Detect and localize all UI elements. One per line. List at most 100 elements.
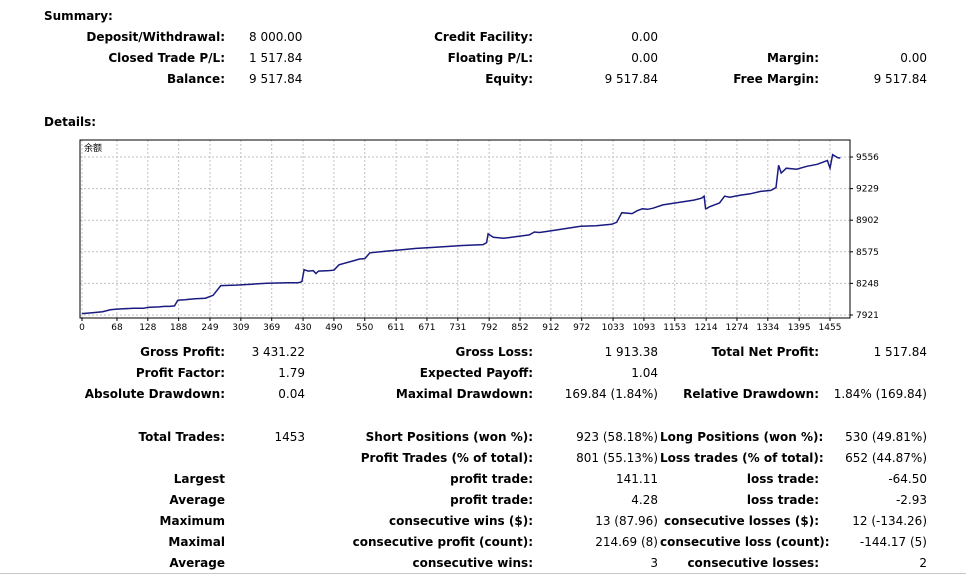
chart-title: 余额: [84, 142, 102, 154]
plot-frame: [79, 139, 851, 319]
average-profit-trade-value: 4.28: [631, 493, 658, 507]
gross-loss-label: Gross Loss:: [455, 345, 533, 359]
absolute-drawdown-value: 0.04: [278, 387, 305, 401]
gross-loss-value: 1 913.38: [604, 345, 658, 359]
x-tick-label: 128: [139, 323, 156, 333]
maximal-drawdown-value: 169.84 (1.84%): [564, 387, 658, 401]
max-consecutive-wins-label: consecutive wins ($):: [388, 514, 533, 528]
long-positions-label: Long Positions (won %):: [660, 430, 824, 444]
largest-loss-trade-value: -64.50: [888, 472, 927, 486]
x-tick-label: 1153: [663, 323, 686, 333]
chart-grid: [80, 140, 850, 318]
x-tick-label: 369: [263, 323, 280, 333]
x-tick-label: 249: [201, 323, 218, 333]
maximal-consecutive-profit-label: consecutive profit (count):: [352, 535, 533, 549]
expected-payoff-value: 1.04: [631, 366, 658, 380]
max-consecutive-wins-value: 13 (87.96): [595, 514, 658, 528]
x-tick-label: 1334: [756, 323, 779, 333]
maximal-consecutive-profit-value: 214.69 (8): [595, 535, 658, 549]
x-tick-label: 188: [170, 323, 187, 333]
y-tick-label: 8902: [856, 216, 879, 226]
balance-label: Balance:: [166, 72, 225, 86]
gross-profit-label: Gross Profit:: [140, 345, 225, 359]
floating-value: 0.00: [631, 51, 658, 65]
maximal-consecutive-loss-label: consecutive loss (count):: [660, 535, 830, 549]
y-tick-label: 7921: [856, 311, 879, 321]
largest-label: Largest: [173, 472, 225, 486]
x-tick-label: 1093: [632, 323, 655, 333]
free-margin-value: 9 517.84: [873, 72, 927, 86]
balance-value: 9 517.84: [249, 72, 303, 86]
max-consecutive-losses-value: 12 (-134.26): [852, 514, 927, 528]
average-loss-trade-label: loss trade:: [746, 493, 819, 507]
details-title: Details:: [44, 115, 97, 129]
x-tick-label: 912: [542, 323, 559, 333]
relative-drawdown-label: Relative Drawdown:: [683, 387, 819, 401]
average-consecutive-losses-value: 2: [919, 556, 927, 570]
floating-label: Floating P/L:: [447, 51, 533, 65]
equity-value: 9 517.84: [604, 72, 658, 86]
closed-trade-value: 1 517.84: [249, 51, 303, 65]
bottom-divider: [0, 573, 966, 574]
average-consecutive-losses-label: consecutive losses:: [687, 556, 819, 570]
y-tick-label: 8575: [856, 248, 879, 258]
profit-factor-label: Profit Factor:: [135, 366, 225, 380]
deposit-value: 8 000.00: [249, 30, 303, 44]
x-tick-label: 550: [356, 323, 373, 333]
closed-trade-label: Closed Trade P/L:: [108, 51, 225, 65]
x-tick-label: 611: [388, 323, 405, 333]
absolute-drawdown-label: Absolute Drawdown:: [84, 387, 225, 401]
profit-factor-value: 1.79: [278, 366, 305, 380]
average-loss-trade-value: -2.93: [895, 493, 927, 507]
x-tick-label: 1274: [726, 323, 749, 333]
x-tick-label: 972: [573, 323, 590, 333]
average-consecutive-wins-value: 3: [650, 556, 658, 570]
credit-label: Credit Facility:: [434, 30, 533, 44]
average-consecutive-wins-label: consecutive wins:: [412, 556, 533, 570]
deposit-label: Deposit/Withdrawal:: [86, 30, 225, 44]
maximum-label: Maximum: [159, 514, 225, 528]
maximal-label: Maximal: [168, 535, 225, 549]
profit-trades-label: Profit Trades (% of total):: [360, 451, 533, 465]
x-tick-label: 430: [294, 323, 311, 333]
y-tick-label: 9229: [856, 185, 879, 195]
x-tick-label: 68: [111, 323, 123, 333]
x-tick-label: 1395: [788, 323, 811, 333]
free-margin-label: Free Margin:: [733, 72, 819, 86]
gross-profit-value: 3 431.22: [251, 345, 305, 359]
y-tick-label: 9556: [856, 153, 879, 163]
profit-trades-value: 801 (55.13%): [576, 451, 658, 465]
short-positions-value: 923 (58.18%): [576, 430, 658, 444]
loss-trades-label: Loss trades (% of total):: [660, 451, 824, 465]
maximal-drawdown-label: Maximal Drawdown:: [395, 387, 533, 401]
x-tick-label: 671: [418, 323, 435, 333]
relative-drawdown-value: 1.84% (169.84): [833, 387, 927, 401]
x-tick-label: 309: [232, 323, 249, 333]
x-tick-label: 1214: [695, 323, 718, 333]
y-tick-label: 8248: [856, 279, 879, 289]
x-tick-label: 0: [79, 323, 85, 333]
x-tick-label: 490: [325, 323, 342, 333]
expected-payoff-label: Expected Payoff:: [419, 366, 533, 380]
equity-label: Equity:: [485, 72, 533, 86]
long-positions-value: 530 (49.81%): [845, 430, 927, 444]
total-trades-value: 1453: [274, 430, 305, 444]
largest-profit-trade-value: 141.11: [616, 472, 658, 486]
largest-loss-trade-label: loss trade:: [746, 472, 819, 486]
credit-value: 0.00: [631, 30, 658, 44]
summary-title: Summary:: [44, 9, 113, 23]
average-label: Average: [169, 493, 225, 507]
total-net-profit-label: Total Net Profit:: [711, 345, 819, 359]
maximal-consecutive-loss-value: -144.17 (5): [859, 535, 927, 549]
x-tick-label: 1033: [602, 323, 625, 333]
x-tick-label: 731: [449, 323, 466, 333]
x-tick-label: 792: [481, 323, 498, 333]
x-tick-label: 1455: [819, 323, 842, 333]
short-positions-label: Short Positions (won %):: [365, 430, 533, 444]
margin-label: Margin:: [766, 51, 819, 65]
largest-profit-trade-label: profit trade:: [450, 472, 533, 486]
balance-series-line: [81, 153, 841, 315]
total-trades-label: Total Trades:: [138, 430, 225, 444]
max-consecutive-losses-label: consecutive losses ($):: [663, 514, 819, 528]
x-tick-label: 852: [511, 323, 528, 333]
